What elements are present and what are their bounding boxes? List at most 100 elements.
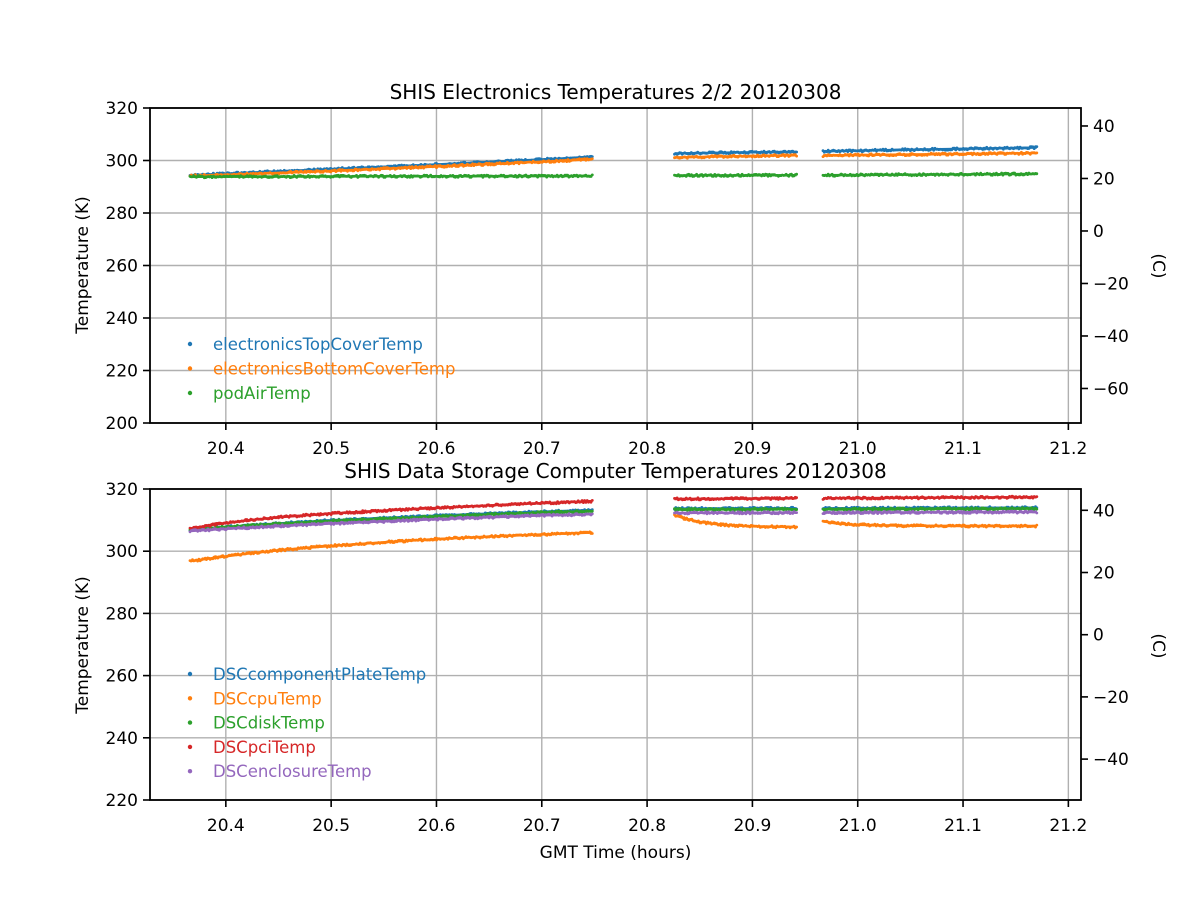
series-dot — [1035, 495, 1039, 498]
series-dot — [795, 172, 798, 176]
series-dot — [308, 547, 312, 550]
chart-1: 20.4 20.5 20.6 20.7 20.8 20.9 21.0 21.1 21.22002… — [106, 99, 1129, 459]
y-tick-label-left: 320 — [106, 99, 138, 119]
series-dot — [1000, 171, 1003, 175]
x-tick-label: 20.4 — [207, 816, 245, 836]
x-tick-label: 20.4 — [207, 439, 245, 459]
y-tick-label-right: 40 — [1093, 501, 1115, 521]
y-tick-label-left: 300 — [106, 152, 138, 172]
x-tick-label: 20.5 — [312, 816, 350, 836]
x-tick-label: 21.2 — [1049, 816, 1087, 836]
legend-label: DSCdiskTemp — [213, 714, 325, 733]
series-dot — [409, 167, 413, 171]
series-dot — [590, 499, 594, 502]
chart1-ylabel-right: (C) — [1148, 253, 1168, 279]
series-line — [189, 531, 593, 563]
y-tick-label-left: 280 — [106, 604, 138, 624]
y-tick-label-right: −20 — [1093, 274, 1129, 294]
x-tick-label: 20.7 — [523, 816, 561, 836]
x-tick-label: 20.9 — [733, 439, 771, 459]
y-tick-label-right: −20 — [1093, 688, 1129, 708]
x-tick-label: 21.0 — [839, 439, 877, 459]
series-dot — [1013, 171, 1016, 175]
chart1-title: SHIS Electronics Temperatures 2/2 201203… — [389, 80, 842, 104]
legend-marker — [187, 696, 193, 701]
series-dot — [795, 154, 798, 158]
series-dot — [355, 174, 358, 177]
chart2-ylabel-right: (C) — [1148, 633, 1168, 659]
chart2-title: SHIS Data Storage Computer Temperatures … — [344, 459, 887, 483]
x-tick-label: 20.6 — [418, 439, 456, 459]
chart2-ylabel-left: Temperature (K) — [73, 576, 93, 714]
series-dot — [795, 508, 798, 511]
series-podAirTemp — [188, 171, 1039, 180]
x-tick-label: 20.9 — [733, 816, 771, 836]
legend-label: podAirTemp — [213, 384, 311, 403]
legend-marker — [187, 769, 193, 774]
legend-label: DSCenclosureTemp — [213, 762, 372, 781]
series-dot — [590, 509, 594, 513]
x-tick-label: 21.1 — [944, 816, 982, 836]
series-DSCcpuTemp — [188, 513, 1039, 563]
series-dot — [1035, 172, 1039, 176]
series-dot — [1035, 523, 1039, 527]
y-tick-label-right: 0 — [1093, 626, 1104, 646]
series-dot — [739, 174, 743, 178]
chart-2: 20.4 20.5 20.6 20.7 20.8 20.9 21.0 21.1 21.2 220 2… — [106, 480, 1129, 836]
x-tick-label: 20.6 — [418, 816, 456, 836]
series-dot — [590, 532, 594, 535]
y-tick-label-right: −40 — [1093, 750, 1129, 770]
series-dot — [795, 496, 798, 499]
y-tick-label-right: 0 — [1093, 222, 1104, 242]
series-dot — [566, 173, 569, 177]
y-tick-label-left: 240 — [106, 309, 138, 329]
y-tick-label-left: 300 — [106, 542, 138, 562]
x-tick-label: 20.8 — [628, 439, 666, 459]
chart2-xlabel: GMT Time (hours) — [539, 843, 692, 863]
y-tick-label-left: 320 — [106, 480, 138, 500]
legend-label: DSCcomponentPlateTemp — [213, 665, 426, 684]
series-dot — [590, 173, 594, 177]
series-dot — [795, 150, 798, 154]
legend-marker — [187, 366, 193, 371]
series-dot — [1035, 507, 1039, 511]
legend: electronicsTopCoverTemp electronicsBottom… — [187, 335, 455, 403]
series-dot — [565, 160, 569, 164]
series-dot — [795, 525, 798, 529]
legend-label: electronicsBottomCoverTemp — [213, 360, 455, 379]
x-tick-label: 21.0 — [839, 816, 877, 836]
legend-marker — [187, 390, 193, 396]
series-electronicsBottomCoverTemp — [188, 150, 1039, 178]
y-tick-label-left: 260 — [106, 667, 138, 687]
y-tick-label-left: 200 — [106, 414, 138, 434]
legend-label: DSCpciTemp — [213, 738, 316, 757]
y-tick-label-right: 20 — [1093, 169, 1115, 189]
y-tick-label-left: 280 — [106, 204, 138, 224]
series-dot — [795, 511, 798, 514]
series-dot — [1035, 511, 1039, 515]
legend-marker — [187, 744, 193, 750]
series-DSCdiskTemp — [188, 506, 1039, 532]
legend: DSCcomponentPlateTempDSCcpuTempDSCdiskTe… — [187, 665, 426, 781]
legend-marker — [187, 341, 193, 347]
x-tick-label: 20.5 — [312, 439, 350, 459]
y-tick-label-left: 220 — [106, 362, 138, 382]
y-tick-label-left: 220 — [106, 791, 138, 811]
y-tick-label-right: 20 — [1093, 564, 1115, 584]
y-tick-label-right: 40 — [1093, 117, 1115, 137]
series-dot — [695, 172, 698, 176]
series-dot — [1035, 151, 1039, 155]
legend-label: electronicsTopCoverTemp — [213, 335, 423, 354]
series-dot — [590, 155, 594, 159]
y-tick-label-right: −60 — [1093, 379, 1129, 399]
x-tick-label: 21.2 — [1049, 439, 1087, 459]
series-dot — [590, 512, 594, 516]
x-tick-label: 20.8 — [628, 816, 666, 836]
series-dot — [826, 148, 830, 152]
series-dot — [1032, 147, 1036, 151]
y-tick-label-right: −40 — [1093, 327, 1129, 347]
series-dot — [954, 148, 958, 152]
x-tick-label: 20.7 — [523, 439, 561, 459]
